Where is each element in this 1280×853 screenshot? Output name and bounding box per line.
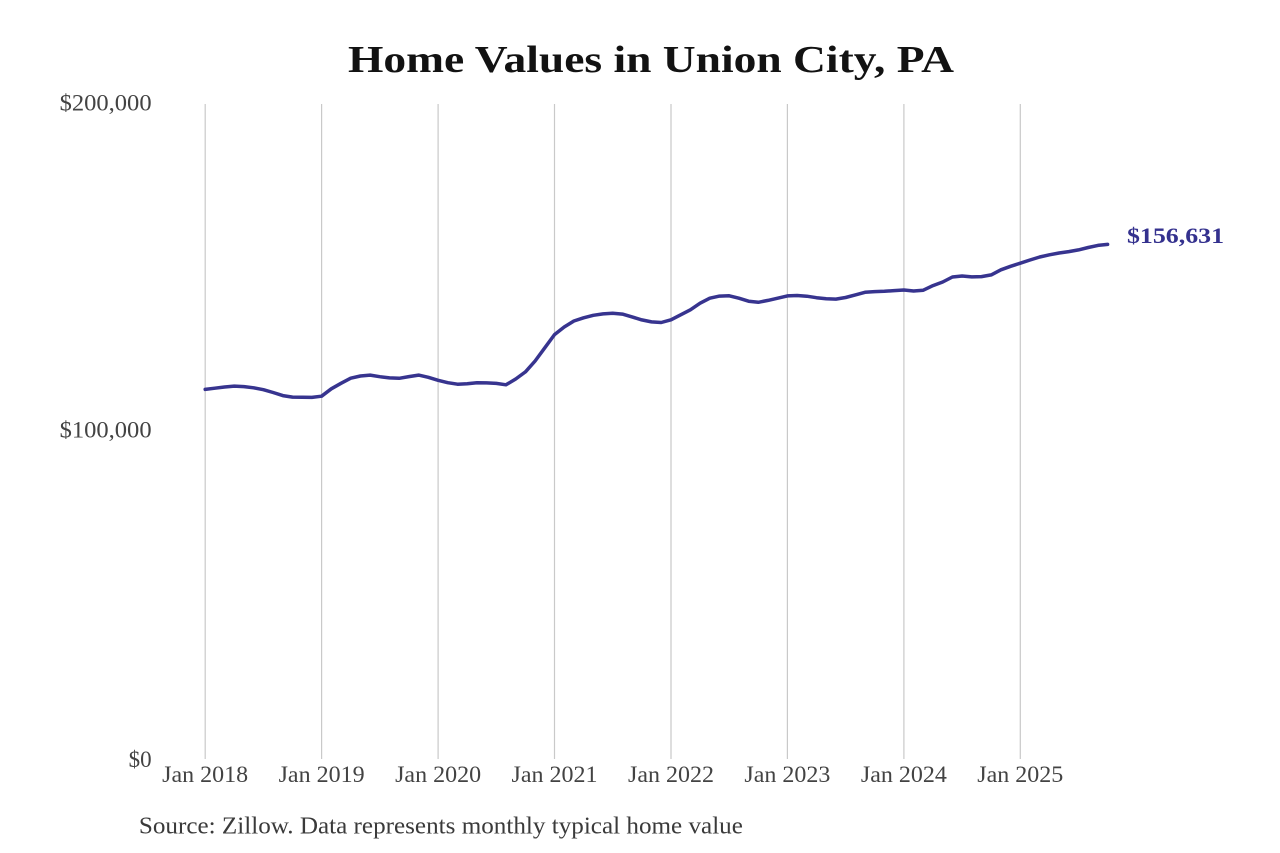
svg-text:Jan 2022: Jan 2022 — [628, 762, 714, 787]
svg-text:Jan 2025: Jan 2025 — [977, 762, 1063, 787]
svg-text:$156,631: $156,631 — [1127, 223, 1224, 248]
svg-text:$0: $0 — [129, 747, 152, 772]
svg-text:$200,000: $200,000 — [60, 91, 152, 116]
svg-text:Jan 2019: Jan 2019 — [279, 762, 365, 787]
svg-text:Source: Zillow. Data represent: Source: Zillow. Data represents monthly … — [139, 813, 743, 839]
svg-text:Jan 2020: Jan 2020 — [395, 762, 481, 787]
svg-text:Jan 2018: Jan 2018 — [162, 762, 248, 787]
svg-text:Home Values in Union City, PA: Home Values in Union City, PA — [348, 39, 955, 81]
svg-text:Jan 2023: Jan 2023 — [744, 762, 830, 787]
svg-text:Jan 2024: Jan 2024 — [861, 762, 948, 787]
svg-text:$100,000: $100,000 — [60, 418, 152, 443]
svg-text:Jan 2021: Jan 2021 — [512, 762, 598, 787]
